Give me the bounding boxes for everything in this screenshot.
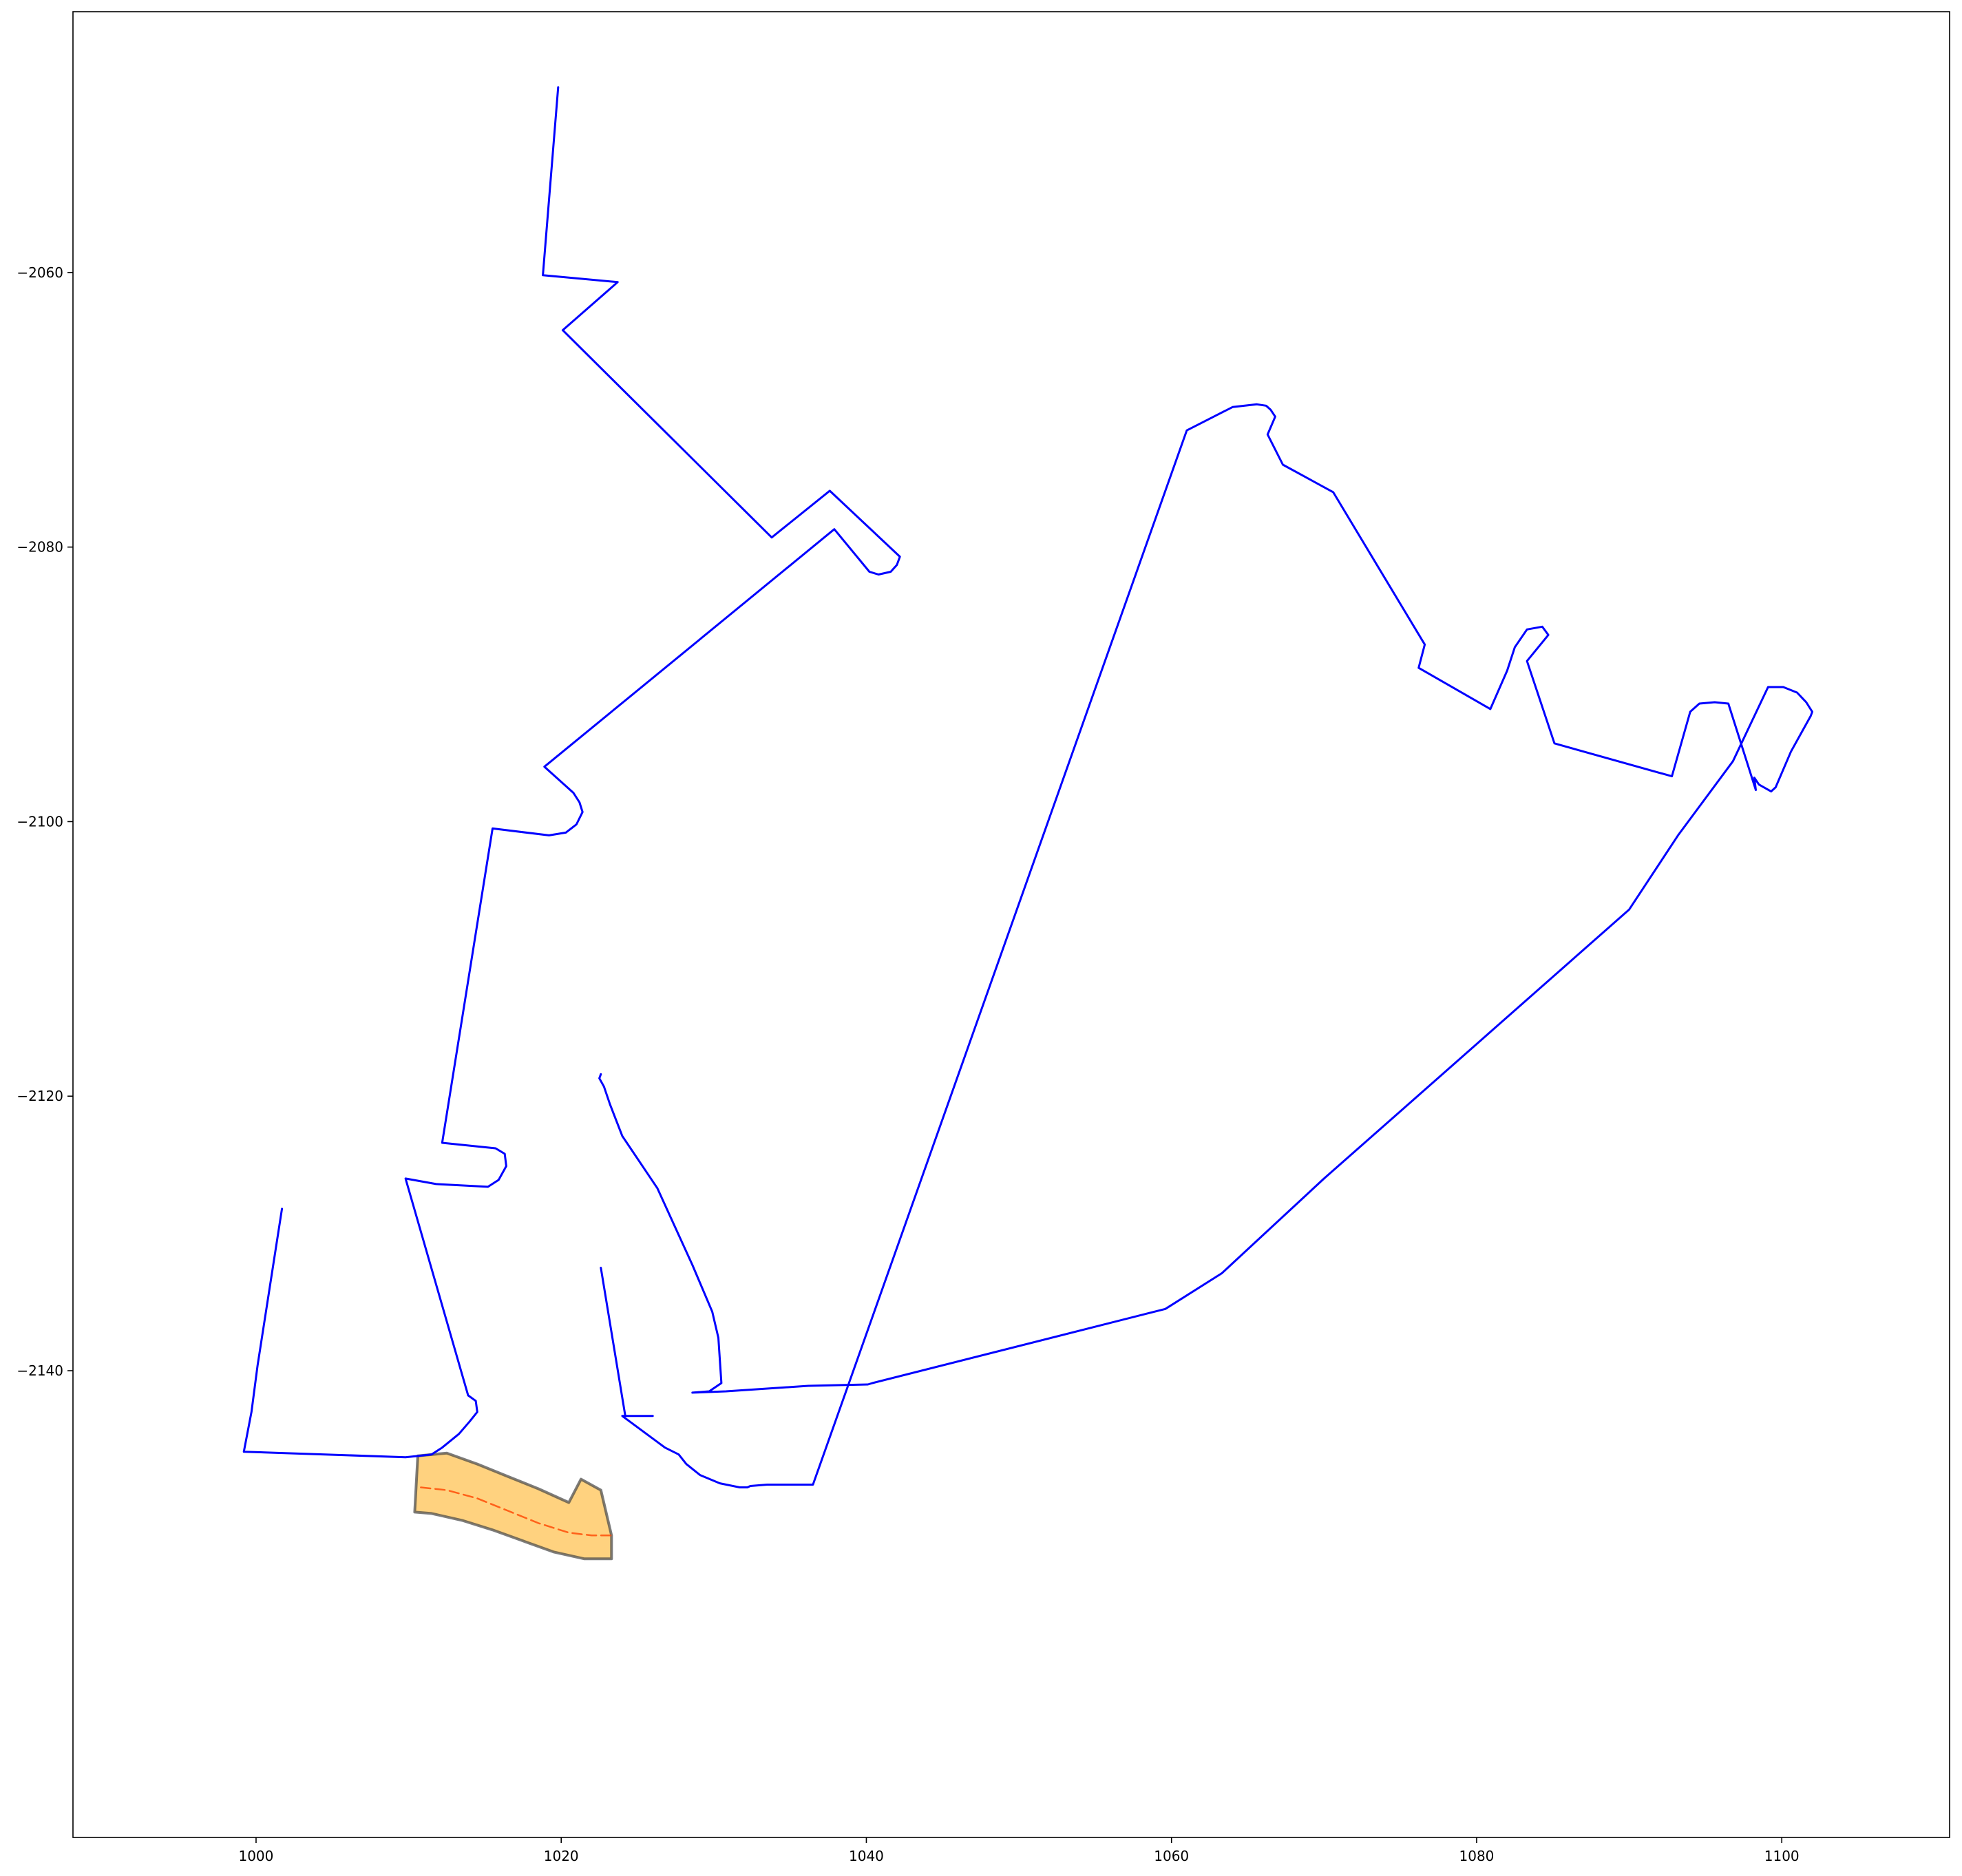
series-line-boundary-west [242, 86, 901, 1459]
plot-frame [72, 11, 1950, 1838]
x-tick-label: 1060 [1154, 1848, 1189, 1864]
x-tick-label: 1020 [544, 1848, 579, 1864]
series-line-boundary-main [598, 403, 1813, 1488]
y-tick-label: −2100 [17, 813, 63, 830]
y-tick-label: −2120 [17, 1088, 63, 1104]
y-axis: −2060 −2080 −2100 −2120 −2140 [17, 264, 73, 1379]
plot-marks [242, 86, 1813, 1561]
y-tick-label: −2060 [17, 264, 63, 281]
x-tick-label: 1080 [1459, 1848, 1495, 1864]
x-tick-label: 1000 [238, 1848, 273, 1864]
y-tick-label: −2140 [17, 1362, 63, 1379]
x-tick-label: 1100 [1764, 1848, 1800, 1864]
series-line-highlighted-lane-centerline [420, 1486, 613, 1537]
x-tick-label: 1040 [849, 1848, 884, 1864]
highlighted-lane-area [413, 1451, 613, 1561]
x-axis: 1000 1020 1040 1060 1080 1100 [238, 1837, 1800, 1864]
y-tick-label: −2080 [17, 539, 63, 556]
